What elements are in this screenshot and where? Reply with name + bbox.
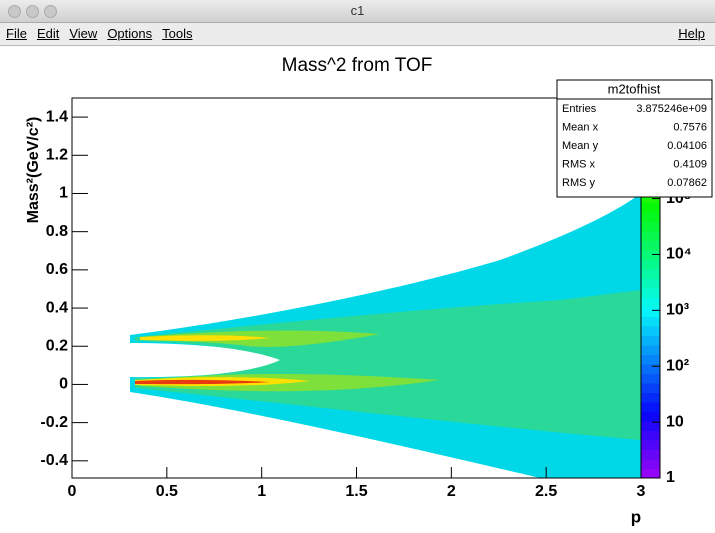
- color-bar-step: [641, 212, 660, 222]
- color-bar-step: [641, 449, 660, 460]
- heat-peak: [135, 379, 270, 385]
- menu-item[interactable]: File: [6, 26, 27, 41]
- stats-value: 0.04106: [667, 140, 707, 152]
- y-tick-label: 1: [59, 185, 68, 202]
- canvas: Mass^2 from TOF 0 0.5 1 1.5 2 2.5 3 -0.4 -0.2 0 0.…: [25, 55, 713, 526]
- y-tick-label: 0.6: [46, 261, 68, 278]
- color-bar-step: [641, 421, 660, 431]
- y-axis-label: Mass²(GeV/c²): [25, 117, 42, 224]
- title-bar: c1: [0, 0, 715, 23]
- x-tick-label: 0: [68, 483, 77, 500]
- color-bar-step: [641, 402, 660, 412]
- close-button[interactable]: [8, 5, 21, 18]
- y-tick-label: 1.2: [46, 147, 68, 164]
- z-tick-label: 10⁴: [666, 246, 692, 263]
- color-bar-step: [641, 364, 660, 374]
- z-tick-label: 10: [666, 413, 684, 430]
- stats-value: 0.4109: [673, 158, 707, 170]
- y-tick-label: 0.8: [46, 223, 68, 240]
- color-bar-step: [641, 373, 660, 384]
- color-bar-step: [641, 440, 660, 450]
- menu-item[interactable]: Tools: [162, 26, 193, 41]
- stats-key: Mean x: [562, 121, 599, 133]
- heat-mid: [135, 290, 641, 440]
- zoom-button[interactable]: [44, 5, 57, 18]
- color-bar-step: [641, 288, 660, 298]
- x-tick-label: 3: [637, 483, 646, 500]
- color-bar-step: [641, 202, 660, 213]
- stats-value: 3.875246e+09: [636, 103, 707, 115]
- color-bar-step: [641, 259, 660, 270]
- color-bar-step: [641, 345, 660, 355]
- x-tick-label: 0.5: [156, 483, 178, 500]
- color-bar-step: [641, 250, 660, 260]
- z-tick-label: 10³: [666, 302, 689, 319]
- x-tick-label: 1: [257, 483, 266, 500]
- stats-key: Mean y: [562, 140, 599, 152]
- heat-inner: [140, 330, 440, 392]
- color-bar-step: [641, 392, 660, 403]
- color-bar-step: [641, 193, 660, 203]
- window-title: c1: [350, 3, 365, 18]
- menu-item[interactable]: Edit: [36, 26, 60, 41]
- stats-value: 0.07862: [667, 177, 707, 189]
- stats-value: 0.7576: [673, 121, 707, 133]
- color-bar-step: [641, 459, 660, 469]
- minimize-button[interactable]: [26, 5, 39, 18]
- menu-bar: File Edit View Options Tools Help: [0, 23, 715, 46]
- x-tick-label: 1.5: [345, 483, 367, 500]
- y-tick-label: -0.2: [40, 414, 68, 431]
- stats-key: RMS y: [562, 177, 596, 189]
- color-bar-step: [641, 430, 660, 441]
- y-tick-label: -0.4: [40, 452, 68, 469]
- stats-title: m2tofhist: [608, 81, 661, 96]
- menu-item[interactable]: Help: [678, 26, 705, 41]
- color-bar-step: [641, 297, 660, 308]
- z-tick-label: 10²: [666, 357, 689, 374]
- x-tick-label: 2.5: [535, 483, 557, 500]
- color-bar-step: [641, 354, 660, 365]
- menu-item[interactable]: Options: [107, 26, 153, 41]
- chart-title: Mass^2 from TOF: [282, 55, 433, 76]
- stats-key: Entries: [562, 103, 597, 115]
- stats-key: RMS x: [562, 158, 596, 170]
- color-bar-step: [641, 383, 660, 393]
- color-bar-step: [641, 278, 660, 289]
- x-axis-label: p: [631, 507, 641, 526]
- color-bar-step: [641, 326, 660, 336]
- color-bar-step: [641, 335, 660, 346]
- color-bar-step: [641, 240, 660, 251]
- y-tick-label: 1.4: [46, 108, 68, 125]
- z-tick-label: 1: [666, 469, 675, 486]
- y-tick-label: 0.4: [46, 299, 68, 316]
- y-tick-label: 0: [59, 376, 68, 393]
- menu-item[interactable]: View: [69, 26, 98, 41]
- color-bar-step: [641, 231, 660, 241]
- x-tick-label: 2: [447, 483, 456, 500]
- color-bar-step: [641, 221, 660, 232]
- stats-box: m2tofhist Entries 3.875246e+09 Mean x 0.757…: [556, 79, 713, 198]
- histogram-region: [130, 193, 641, 478]
- color-bar-step: [641, 316, 660, 327]
- y-tick-label: 0.2: [46, 337, 68, 354]
- color-bar-step: [641, 411, 660, 422]
- color-bar-step: [641, 269, 660, 279]
- color-bar-step: [641, 468, 660, 479]
- color-bar-step: [641, 307, 660, 317]
